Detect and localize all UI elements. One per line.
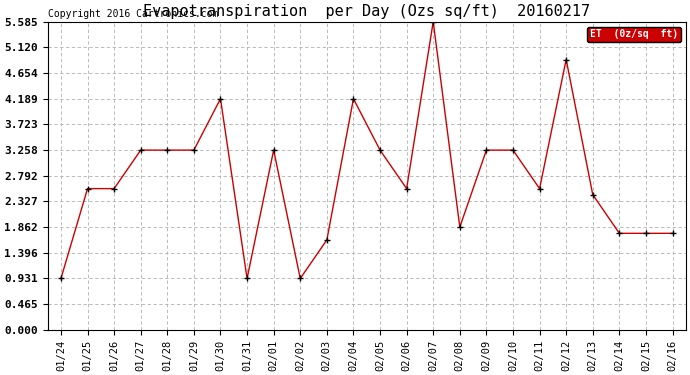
Title: Evapotranspiration  per Day (Ozs sq/ft)  20160217: Evapotranspiration per Day (Ozs sq/ft) 2…: [143, 4, 591, 19]
Text: Copyright 2016 Cartronics.com: Copyright 2016 Cartronics.com: [48, 9, 218, 19]
Legend: ET  (0z/sq  ft): ET (0z/sq ft): [587, 27, 681, 42]
